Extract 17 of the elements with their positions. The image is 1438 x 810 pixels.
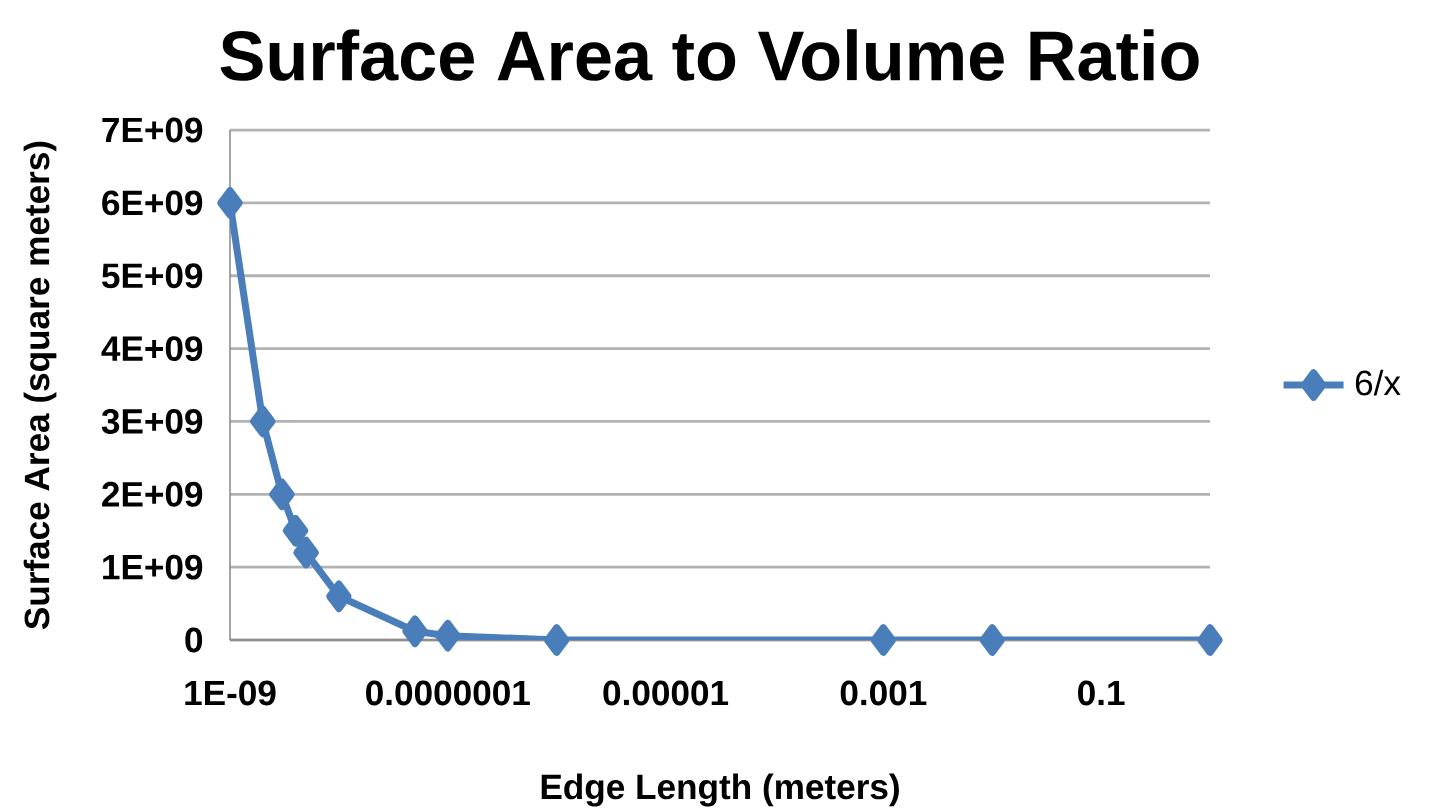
- x-tick-label: 0.1: [1078, 680, 1125, 706]
- y-tick-label: 4E+09: [101, 336, 203, 362]
- y-tick-label: 1E+09: [103, 554, 203, 580]
- x-tick-label: 0.00001: [603, 680, 729, 706]
- x-tick-label: 1E-09: [185, 680, 276, 706]
- x-tick-label: 0.0000001: [366, 680, 530, 706]
- y-tick-label: 7E+09: [102, 117, 203, 143]
- legend-label: 6/x: [1355, 369, 1401, 396]
- y-axis-title: Surface Area (square meters): [23, 141, 57, 630]
- x-axis-title: Edge Length (meters): [541, 773, 899, 807]
- x-tick-label: 0.001: [840, 680, 927, 706]
- y-tick-label: 0: [185, 627, 203, 653]
- y-tick-label: 6E+09: [102, 190, 203, 216]
- y-tick-label: 5E+09: [102, 263, 203, 289]
- y-tick-label: 2E+09: [102, 481, 203, 507]
- y-tick-label: 3E+09: [101, 408, 203, 434]
- chart-title: Surface Area to Volume Ratio: [220, 29, 1199, 81]
